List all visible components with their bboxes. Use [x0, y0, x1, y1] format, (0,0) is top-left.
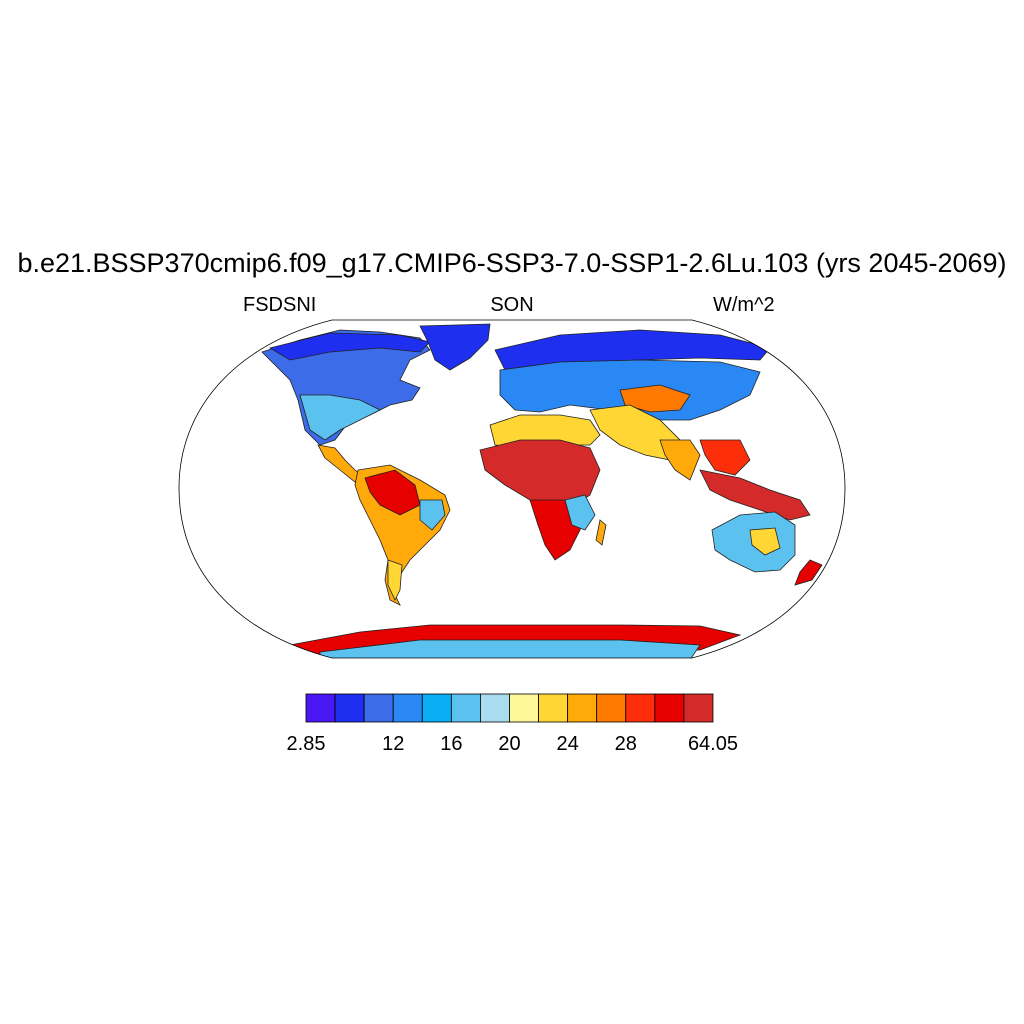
season-label: SON: [490, 294, 534, 316]
colorbar-box: [305, 693, 336, 723]
colorbar-box: [625, 693, 656, 723]
canada-north: [268, 332, 431, 361]
colorbar-box: [654, 693, 685, 723]
india-region: [659, 439, 701, 481]
colorbar-tick-label: 12: [382, 733, 405, 755]
colorbar-tick-label: 16: [440, 733, 463, 755]
colorbar-box: [596, 693, 627, 723]
madagascar: [595, 519, 607, 546]
colorbar-box: [421, 693, 452, 723]
colorbar-box: [334, 693, 365, 723]
africa-east: [564, 494, 596, 531]
amazon-hotspot: [364, 469, 421, 516]
australia-center: [749, 527, 781, 556]
colorbar-tick-label: 24: [556, 733, 579, 755]
colorbar-box: [450, 693, 481, 723]
colorbar-tick-label: 20: [498, 733, 521, 755]
units-label: W/m^2: [713, 294, 775, 316]
colorbar-box: [392, 693, 423, 723]
variable-label: FSDSNI: [243, 294, 317, 316]
colorbar-box: [509, 693, 539, 723]
antarctica-interior: [319, 639, 701, 658]
colorbar-tick-label: 28: [614, 733, 637, 755]
greenland-region: [419, 323, 491, 371]
colorbar-tick-label: 64.05: [687, 733, 738, 755]
north-america-south: [299, 394, 381, 441]
indonesia-region: [699, 469, 811, 521]
colorbar-box: [567, 693, 598, 723]
colorbar-box: [480, 693, 510, 723]
north-america-region: [261, 329, 431, 446]
southeast-asia: [699, 439, 751, 476]
central-asia-hot: [619, 384, 691, 413]
patagonia: [387, 559, 403, 601]
south-america-east: [419, 499, 446, 531]
colorbar-box: [683, 693, 714, 723]
map-boundary: [178, 319, 846, 659]
colorbar-tick-label: 2.85: [286, 733, 326, 755]
plot-title: b.e21.BSSP370cmip6.f09_g17.CMIP6-SSP3-7.…: [17, 248, 1007, 278]
colorbar-box: [363, 693, 394, 723]
new-zealand: [794, 559, 823, 586]
colorbar-box: [538, 693, 569, 723]
